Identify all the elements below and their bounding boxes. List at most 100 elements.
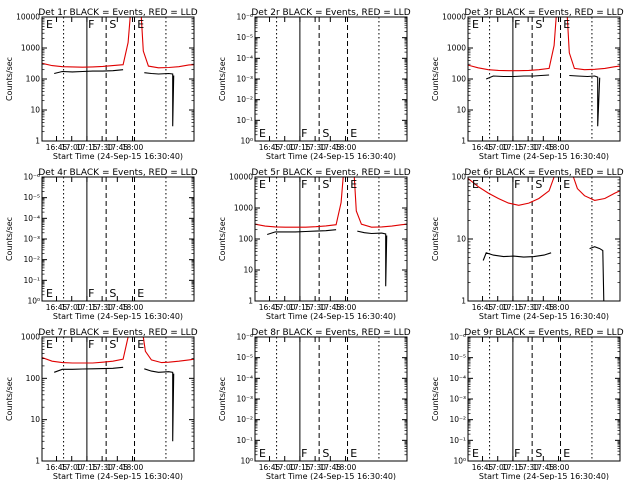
panel-title: Det 7r BLACK = Events, RED = LLD — [38, 328, 197, 338]
y-tick-label: 1000 — [234, 204, 253, 213]
x-tick-label: 16:45 — [46, 463, 68, 472]
x-tick-label: 18:00 — [335, 463, 357, 472]
x-tick-label: 17:30 — [304, 143, 326, 152]
x-tick-label: 17:15 — [502, 463, 524, 472]
y-axis-label: Counts/sec — [218, 57, 227, 101]
y-tick-label: 10 — [456, 106, 466, 115]
x-tick-label: 17:00 — [61, 143, 83, 152]
y-tick-label: 10⁻⁵ — [23, 193, 40, 202]
lld-series — [42, 17, 131, 68]
x-tick-label: 17:45 — [107, 303, 129, 312]
y-tick-label: 10⁻¹ — [236, 436, 253, 445]
event-label: E — [46, 338, 53, 351]
event-label: E — [259, 127, 266, 140]
y-tick-label: 10 — [243, 266, 253, 275]
x-tick-label: 16:45 — [46, 303, 68, 312]
y-tick-label: 10⁻⁴ — [236, 54, 253, 63]
x-tick-label: 18:00 — [122, 463, 144, 472]
event-label: E — [563, 447, 570, 460]
event-label: S — [109, 18, 116, 31]
events-series — [357, 230, 388, 287]
x-tick-label: 17:30 — [517, 303, 539, 312]
x-tick-label: 18:00 — [548, 143, 570, 152]
x-axis-label: Start Time (24-Sep-15 16:30:40) — [266, 152, 396, 161]
event-label: F — [301, 127, 307, 140]
event-label: F — [514, 18, 520, 31]
x-tick-label: 17:15 — [289, 303, 311, 312]
event-label: S — [109, 338, 116, 351]
event-label: E — [137, 18, 144, 31]
y-tick-label: 10⁻⁶ — [23, 173, 40, 182]
x-tick-label: 16:45 — [259, 143, 281, 152]
event-label: E — [137, 338, 144, 351]
lld-series — [468, 17, 557, 72]
x-tick-label: 17:30 — [304, 463, 326, 472]
x-tick-label: 17:00 — [274, 143, 296, 152]
y-tick-label: 10⁻² — [236, 415, 253, 424]
event-label: E — [259, 178, 266, 191]
event-label: S — [535, 18, 542, 31]
event-label: E — [259, 447, 266, 460]
events-series — [54, 366, 124, 373]
x-tick-label: 17:30 — [91, 463, 113, 472]
lld-series — [353, 177, 407, 228]
x-tick-label: 17:45 — [107, 143, 129, 152]
lld-series — [468, 177, 555, 206]
lld-series — [140, 17, 194, 69]
x-axis-label: Start Time (24-Sep-15 16:30:40) — [479, 312, 609, 321]
x-axis-label: Start Time (24-Sep-15 16:30:40) — [53, 472, 183, 480]
event-label: E — [472, 18, 479, 31]
x-tick-label: 18:00 — [122, 303, 144, 312]
events-series — [267, 229, 337, 236]
x-axis-label: Start Time (24-Sep-15 16:30:40) — [53, 312, 183, 321]
y-tick-label: 10000 — [229, 173, 253, 182]
event-label: F — [514, 447, 520, 460]
panel-title: Det 9r BLACK = Events, RED = LLD — [464, 328, 623, 338]
x-tick-label: 17:15 — [502, 143, 524, 152]
y-tick-label: 1 — [461, 297, 466, 306]
y-tick-label: 10⁻³ — [236, 395, 253, 404]
panel-title: Det 8r BLACK = Events, RED = LLD — [251, 328, 410, 338]
event-label: F — [301, 178, 307, 191]
y-axis-label: Counts/sec — [431, 57, 440, 101]
x-tick-label: 17:15 — [76, 463, 98, 472]
x-tick-label: 17:00 — [61, 303, 83, 312]
event-label: S — [322, 127, 329, 140]
y-tick-label: 10⁻⁵ — [236, 353, 253, 362]
y-tick-label: 10⁻² — [449, 415, 466, 424]
x-tick-label: 17:00 — [274, 303, 296, 312]
y-tick-label: 100 — [452, 173, 467, 182]
y-tick-label: 100 — [452, 75, 467, 84]
event-label: E — [563, 178, 570, 191]
y-tick-label: 10⁻³ — [23, 235, 40, 244]
events-series — [144, 368, 175, 442]
y-tick-label: 1000 — [21, 44, 40, 53]
plot-frame — [254, 176, 408, 302]
panel-2: Det 2r BLACK = Events, RED = LLD 10⁰ 10⁻¹ 1… — [218, 8, 411, 161]
y-tick-label: 10⁻⁴ — [236, 374, 253, 383]
x-tick-label: 16:45 — [259, 463, 281, 472]
y-tick-label: 10 — [456, 235, 466, 244]
plot-frame — [41, 336, 195, 462]
panel-5: Det 5r BLACK = Events, RED = LLD 1 10 100 10… — [218, 168, 411, 321]
plot-frame — [254, 16, 408, 142]
event-label: E — [137, 287, 144, 300]
x-tick-label: 18:00 — [335, 143, 357, 152]
x-tick-label: 17:45 — [533, 303, 555, 312]
x-tick-label: 17:00 — [487, 463, 509, 472]
y-tick-label: 10⁻⁵ — [449, 353, 466, 362]
y-tick-label: 10⁻⁶ — [449, 333, 466, 342]
panel-title: Det 2r BLACK = Events, RED = LLD — [251, 8, 410, 18]
y-tick-label: 10⁻¹ — [23, 276, 40, 285]
y-tick-label: 10000 — [16, 13, 40, 22]
y-tick-label: 10⁻³ — [236, 75, 253, 84]
panel-9: Det 9r BLACK = Events, RED = LLD 10⁰ 10⁻¹ 1… — [431, 328, 624, 480]
x-tick-label: 17:00 — [61, 463, 83, 472]
x-tick-label: 18:00 — [548, 463, 570, 472]
panel-title: Det 6r BLACK = Events, RED = LLD — [464, 168, 623, 178]
events-series — [569, 74, 601, 127]
panel-1: Det 1r BLACK = Events, RED = LLD 1 10 100 10… — [5, 8, 198, 161]
y-tick-label: 10⁻⁶ — [236, 13, 253, 22]
y-tick-label: 10⁻⁶ — [236, 333, 253, 342]
